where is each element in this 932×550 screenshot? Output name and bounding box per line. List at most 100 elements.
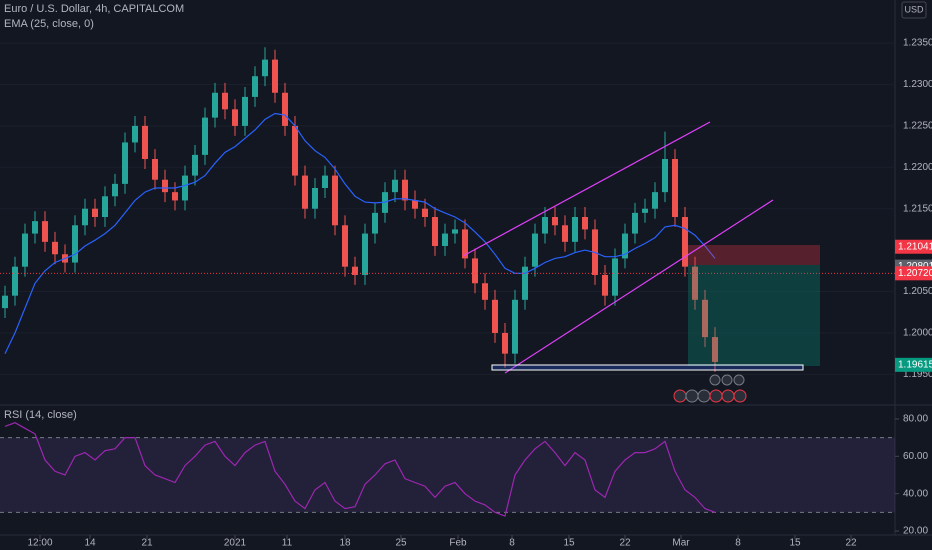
candle-body (192, 154, 198, 176)
price-label: 1.19615 (898, 359, 932, 370)
candle-body (352, 266, 358, 275)
candle-body (142, 125, 148, 160)
candle-body (422, 208, 428, 217)
candle-body (202, 117, 208, 155)
candle-body (72, 225, 78, 263)
x-tick-label: 2021 (224, 538, 247, 549)
candle-body (632, 212, 638, 234)
candle-body (412, 200, 418, 209)
candle-body (92, 208, 98, 217)
candle-body (132, 125, 138, 143)
x-tick-label: 21 (141, 538, 153, 549)
y-tick-label: 80.00 (903, 414, 928, 425)
candle-body (512, 299, 518, 354)
candle-body (652, 192, 658, 209)
candle-body (402, 179, 408, 201)
candle-body (642, 208, 648, 213)
candle-body (112, 183, 118, 197)
candle-body (502, 332, 508, 354)
x-tick-label: 22 (845, 538, 857, 549)
candle-body (242, 96, 248, 126)
candle-body (322, 175, 328, 189)
price-label-bg (895, 357, 932, 372)
candle-body (362, 233, 368, 275)
channel-lower (504, 199, 774, 374)
candle-body (152, 159, 158, 180)
currency-label[interactable]: USD (904, 4, 924, 14)
candle-body (22, 233, 28, 267)
candle-body (42, 221, 48, 242)
channel-upper (462, 121, 711, 257)
candle-body (372, 212, 378, 234)
rsi-line (4, 422, 716, 517)
candle-body (452, 229, 458, 234)
candle-body (552, 216, 558, 226)
stop-zone (688, 245, 820, 265)
candle-body (122, 142, 128, 184)
x-tick-label: 11 (282, 538, 293, 549)
x-tick-label: 8 (509, 538, 515, 549)
candle-body (32, 221, 38, 234)
target-zone (688, 265, 820, 366)
candle-body (232, 109, 238, 126)
candle-body (622, 233, 628, 259)
x-tick-label: 18 (339, 538, 351, 549)
y-tick-label: 1.20000 (903, 328, 932, 339)
candle-body (172, 192, 178, 201)
candle-body (52, 241, 58, 255)
y-tick-label: 1.19500 (903, 369, 932, 380)
candle-body (272, 59, 278, 93)
candle-body (482, 283, 488, 300)
candle-body (392, 179, 398, 193)
candle-body (572, 216, 578, 242)
x-tick-label: 25 (395, 538, 407, 549)
y-tick-label: 1.23500 (903, 38, 932, 49)
candle-body (712, 337, 718, 362)
x-tick-label: 15 (563, 538, 575, 549)
x-tick-label: 8 (735, 538, 741, 549)
candle-body (672, 159, 678, 217)
candle-body (292, 125, 298, 176)
candle-body (302, 175, 308, 209)
candle-body (542, 216, 548, 234)
candle-body (342, 225, 348, 267)
support-box (491, 364, 804, 371)
y-tick-label: 1.22500 (903, 121, 932, 132)
candle-body (2, 295, 8, 309)
chart-title: Euro / U.S. Dollar, 4h, CAPITALCOM (4, 3, 184, 15)
candle-body (612, 258, 618, 296)
x-tick-label: Feb (449, 538, 467, 549)
candle-body (432, 216, 438, 246)
drawings (462, 121, 820, 403)
indicator-label: EMA (25, close, 0) (4, 18, 94, 30)
candle-body (442, 233, 448, 246)
x-tick-label: 12:00 (27, 538, 52, 549)
currency-button[interactable] (901, 1, 927, 19)
candle-body (12, 266, 18, 296)
candle-body (162, 179, 168, 193)
candle-body (492, 299, 498, 333)
y-tick-label: 1.22000 (903, 162, 932, 173)
candle-body (222, 92, 228, 110)
candle-body (602, 274, 608, 296)
candle-body (252, 76, 258, 97)
candle-body (262, 59, 268, 77)
y-tick-label: 1.21500 (903, 203, 932, 214)
candle-body (212, 92, 218, 118)
candle-body (102, 196, 108, 217)
x-tick-label: 15 (789, 538, 801, 549)
candle-body (332, 175, 338, 226)
y-tick-label: 40.00 (903, 488, 928, 499)
price-label-bg (895, 266, 932, 281)
candle-body (692, 266, 698, 300)
candle-body (702, 299, 708, 338)
candle-body (462, 229, 468, 259)
candle-body (582, 216, 588, 230)
candle-body (472, 258, 478, 284)
ema-line (4, 112, 716, 354)
rsi-title: RSI (14, close) (4, 409, 77, 421)
y-tick-label: 1.23000 (903, 79, 932, 90)
event-icons (673, 374, 747, 403)
